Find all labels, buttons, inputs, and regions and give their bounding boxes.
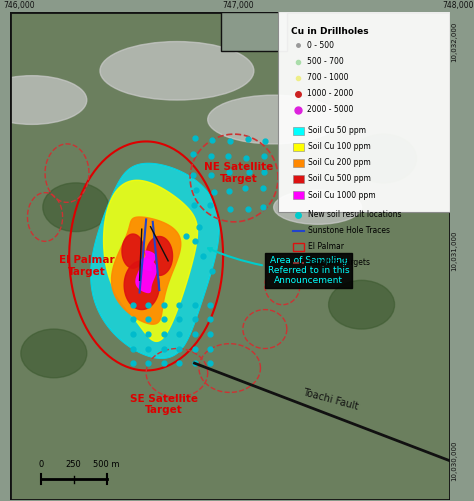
Ellipse shape: [0, 76, 87, 124]
Text: 500 m: 500 m: [93, 460, 120, 469]
Text: Soil Cu 500 ppm: Soil Cu 500 ppm: [308, 174, 371, 183]
Text: 1000 - 2000: 1000 - 2000: [307, 89, 353, 98]
Text: 500 - 700: 500 - 700: [307, 57, 343, 66]
Text: Soil Cu 1000 ppm: Soil Cu 1000 ppm: [308, 190, 375, 199]
Polygon shape: [141, 251, 155, 271]
Text: Soil Cu 50 ppm: Soil Cu 50 ppm: [308, 126, 366, 135]
Bar: [293, 159, 304, 167]
Text: NE Satellite
Target: NE Satellite Target: [204, 162, 273, 184]
Text: Toachi Fault: Toachi Fault: [302, 387, 360, 412]
Ellipse shape: [328, 281, 394, 329]
Text: 748,000: 748,000: [443, 1, 474, 10]
Text: 10,032,000: 10,032,000: [452, 22, 458, 62]
Text: 0: 0: [38, 460, 43, 469]
Text: 746,000: 746,000: [3, 1, 35, 10]
Text: Area of Sampling
Referred to in this
Announcement: Area of Sampling Referred to in this Ann…: [208, 248, 350, 286]
Text: 250: 250: [66, 460, 82, 469]
Text: Soil Cu 100 ppm: Soil Cu 100 ppm: [308, 142, 371, 151]
Text: New soil result locations: New soil result locations: [308, 210, 401, 219]
Bar: [293, 175, 304, 183]
Polygon shape: [122, 234, 144, 268]
FancyBboxPatch shape: [278, 8, 449, 212]
Ellipse shape: [273, 190, 362, 224]
Polygon shape: [146, 236, 173, 276]
Bar: [293, 127, 304, 135]
Ellipse shape: [43, 183, 109, 231]
Text: 0 - 500: 0 - 500: [307, 41, 334, 50]
Text: SE Satellite
Target: SE Satellite Target: [130, 394, 198, 415]
Bar: [221, 13, 287, 51]
Text: Soil Cu 200 ppm: Soil Cu 200 ppm: [308, 158, 371, 167]
Polygon shape: [136, 259, 156, 293]
Bar: [293, 143, 304, 151]
Text: Cu in Drillholes: Cu in Drillholes: [291, 27, 369, 36]
Ellipse shape: [208, 95, 339, 144]
Bar: [293, 191, 304, 199]
Polygon shape: [91, 163, 219, 358]
Text: 700 - 1000: 700 - 1000: [307, 73, 348, 82]
Text: 10,030,000: 10,030,000: [452, 440, 458, 481]
Text: El Palmar
Target: El Palmar Target: [59, 255, 115, 277]
Text: 2000 - 5000: 2000 - 5000: [307, 105, 353, 114]
Text: 10,031,000: 10,031,000: [452, 231, 458, 272]
Text: Sunstone Hole Traces: Sunstone Hole Traces: [308, 226, 390, 235]
Ellipse shape: [351, 134, 417, 183]
Polygon shape: [103, 180, 198, 341]
Text: 747,000: 747,000: [223, 1, 254, 10]
Bar: [293, 243, 304, 250]
Polygon shape: [124, 261, 159, 310]
Ellipse shape: [21, 329, 87, 378]
Ellipse shape: [100, 42, 254, 100]
Polygon shape: [111, 217, 181, 324]
Text: Satellite Targets: Satellite Targets: [308, 259, 370, 268]
Text: El Palmar: El Palmar: [308, 242, 344, 251]
